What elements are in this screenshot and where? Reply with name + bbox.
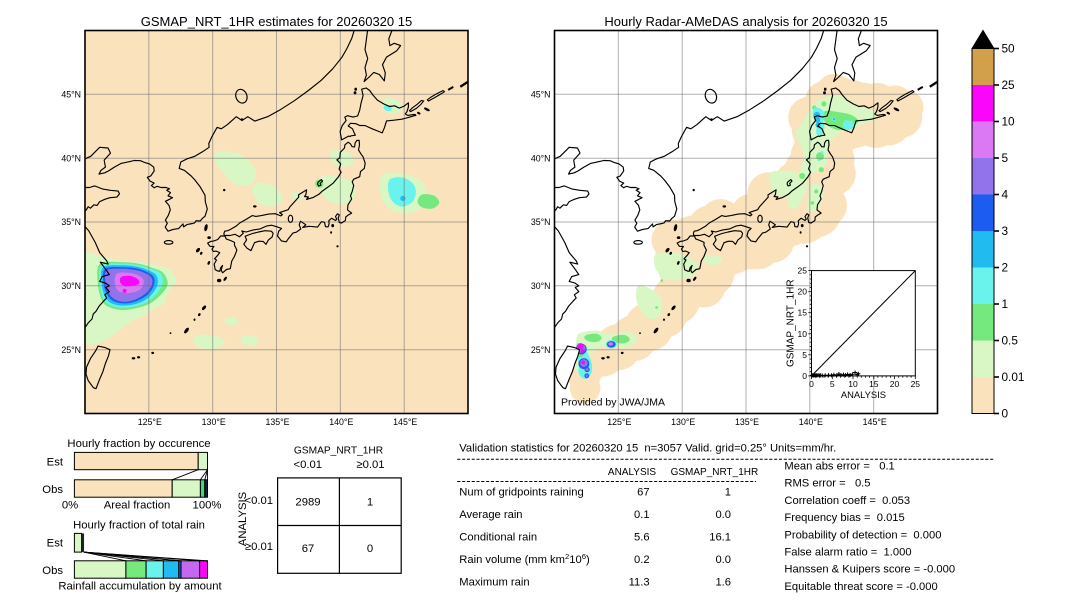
svg-text:0.01: 0.01 — [1002, 370, 1025, 384]
svg-text:ANALYSIS: ANALYSIS — [841, 389, 886, 400]
svg-text:Average rain: Average rain — [459, 509, 522, 521]
svg-text:10: 10 — [798, 329, 808, 339]
svg-text:1: 1 — [725, 487, 731, 499]
svg-text:GSMAP_NRT_1HR estimates for 20: GSMAP_NRT_1HR estimates for 20260320 15 — [141, 14, 412, 29]
svg-text:11.3: 11.3 — [629, 577, 650, 589]
svg-text:20: 20 — [890, 379, 900, 389]
svg-text:30°N: 30°N — [61, 281, 81, 291]
svg-text:45°N: 45°N — [61, 90, 81, 100]
svg-text:5: 5 — [1002, 151, 1009, 165]
svg-text:10: 10 — [1002, 115, 1016, 129]
svg-text:Hanssen & Kuipers score = -0.0: Hanssen & Kuipers score = -0.000 — [784, 564, 955, 576]
svg-text:145°E: 145°E — [393, 417, 417, 427]
svg-text:15: 15 — [798, 308, 808, 318]
svg-text:≥0.01: ≥0.01 — [356, 459, 384, 471]
svg-text:GSMAP_NRT_1HR: GSMAP_NRT_1HR — [786, 279, 797, 367]
svg-text:Correlation coeff = 0.053: Correlation coeff = 0.053 — [784, 495, 910, 507]
svg-text:0: 0 — [802, 371, 807, 381]
svg-text:<0.01: <0.01 — [294, 459, 323, 471]
svg-text:135°E: 135°E — [735, 417, 759, 427]
svg-text:25: 25 — [1002, 78, 1016, 92]
svg-text:35°N: 35°N — [531, 217, 551, 227]
svg-text:Frequency bias = 0.015: Frequency bias = 0.015 — [784, 512, 904, 524]
svg-text:Rain volume (mm km2106): Rain volume (mm km2106) — [459, 552, 590, 566]
svg-text:67: 67 — [302, 543, 315, 555]
svg-text:4: 4 — [1002, 188, 1009, 202]
svg-text:Rainfall accumulation by amoun: Rainfall accumulation by amount — [58, 581, 222, 593]
svg-text:0%: 0% — [62, 500, 78, 512]
svg-text:67: 67 — [637, 487, 649, 499]
svg-text:ANALYSIS: ANALYSIS — [608, 467, 656, 478]
svg-text:25: 25 — [798, 266, 808, 276]
svg-text:145°E: 145°E — [863, 417, 887, 427]
svg-text:135°E: 135°E — [265, 417, 289, 427]
svg-text:GSMAP_NRT_1HR: GSMAP_NRT_1HR — [671, 467, 759, 478]
svg-text:Est: Est — [47, 457, 64, 469]
svg-text:40°N: 40°N — [61, 153, 81, 163]
svg-text:Hourly fraction by occurence: Hourly fraction by occurence — [67, 438, 210, 450]
svg-text:Obs: Obs — [42, 565, 63, 577]
svg-text:Equitable threat score = -0.00: Equitable threat score = -0.000 — [784, 581, 937, 593]
svg-text:Validation statistics for 2026: Validation statistics for 20260320 15 n=… — [459, 442, 836, 454]
svg-text:0: 0 — [809, 379, 814, 389]
svg-text:130°E: 130°E — [202, 417, 226, 427]
svg-text:30°N: 30°N — [531, 281, 551, 291]
svg-text:2989: 2989 — [295, 496, 320, 508]
svg-text:1: 1 — [1002, 297, 1009, 311]
svg-text:0.0: 0.0 — [715, 509, 731, 521]
svg-text:≥0.01: ≥0.01 — [245, 541, 273, 553]
svg-text:140°E: 140°E — [799, 417, 823, 427]
svg-text:5.6: 5.6 — [634, 532, 650, 544]
svg-text:GSMAP_NRT_1HR: GSMAP_NRT_1HR — [294, 446, 383, 457]
svg-text:45°N: 45°N — [531, 90, 551, 100]
svg-text:Hourly Radar-AMeDAS analysis f: Hourly Radar-AMeDAS analysis for 2026032… — [604, 14, 887, 29]
svg-text:Mean abs error = 0.1: Mean abs error = 0.1 — [784, 461, 894, 473]
svg-text:Provided by JWA/JMA: Provided by JWA/JMA — [561, 397, 665, 409]
svg-text:0.5: 0.5 — [1002, 334, 1019, 348]
svg-text:35°N: 35°N — [61, 217, 81, 227]
svg-text:<0.01: <0.01 — [245, 495, 274, 507]
svg-text:40°N: 40°N — [531, 153, 551, 163]
svg-text:130°E: 130°E — [671, 417, 695, 427]
svg-text:50: 50 — [1002, 42, 1016, 56]
svg-text:1: 1 — [367, 496, 373, 508]
svg-text:Num of gridpoints raining: Num of gridpoints raining — [459, 487, 583, 499]
svg-text:ANALYSIS: ANALYSIS — [237, 491, 249, 546]
svg-text:16.1: 16.1 — [709, 532, 731, 544]
svg-text:Obs: Obs — [42, 484, 63, 496]
svg-text:5: 5 — [830, 379, 835, 389]
svg-text:25: 25 — [911, 379, 921, 389]
svg-text:140°E: 140°E — [329, 417, 353, 427]
svg-text:10: 10 — [848, 379, 858, 389]
svg-text:0.1: 0.1 — [634, 509, 650, 521]
svg-text:2: 2 — [1002, 261, 1009, 275]
svg-text:0: 0 — [367, 543, 373, 555]
svg-text:125°E: 125°E — [607, 417, 631, 427]
svg-text:Maximum rain: Maximum rain — [459, 577, 529, 589]
svg-text:RMS error = 0.5: RMS error = 0.5 — [784, 478, 870, 490]
svg-text:3: 3 — [1002, 224, 1009, 238]
svg-text:25°N: 25°N — [531, 345, 551, 355]
svg-text:0: 0 — [1002, 407, 1009, 421]
svg-text:Areal fraction: Areal fraction — [104, 500, 171, 512]
svg-text:False alarm ratio = 1.000: False alarm ratio = 1.000 — [784, 547, 911, 559]
svg-text:15: 15 — [869, 379, 879, 389]
svg-text:Conditional rain: Conditional rain — [459, 532, 537, 544]
svg-text:0.0: 0.0 — [715, 554, 731, 566]
svg-text:Probability of detection = 0.: Probability of detection = 0.000 — [784, 529, 941, 541]
svg-text:5: 5 — [802, 350, 807, 360]
svg-text:20: 20 — [798, 287, 808, 297]
svg-text:Hourly fraction of total rain: Hourly fraction of total rain — [73, 520, 205, 532]
svg-text:1.6: 1.6 — [715, 577, 731, 589]
svg-text:Est: Est — [47, 538, 64, 550]
svg-text:100%: 100% — [193, 500, 222, 512]
svg-text:0.2: 0.2 — [634, 554, 650, 566]
svg-text:25°N: 25°N — [61, 345, 81, 355]
svg-text:125°E: 125°E — [138, 417, 162, 427]
